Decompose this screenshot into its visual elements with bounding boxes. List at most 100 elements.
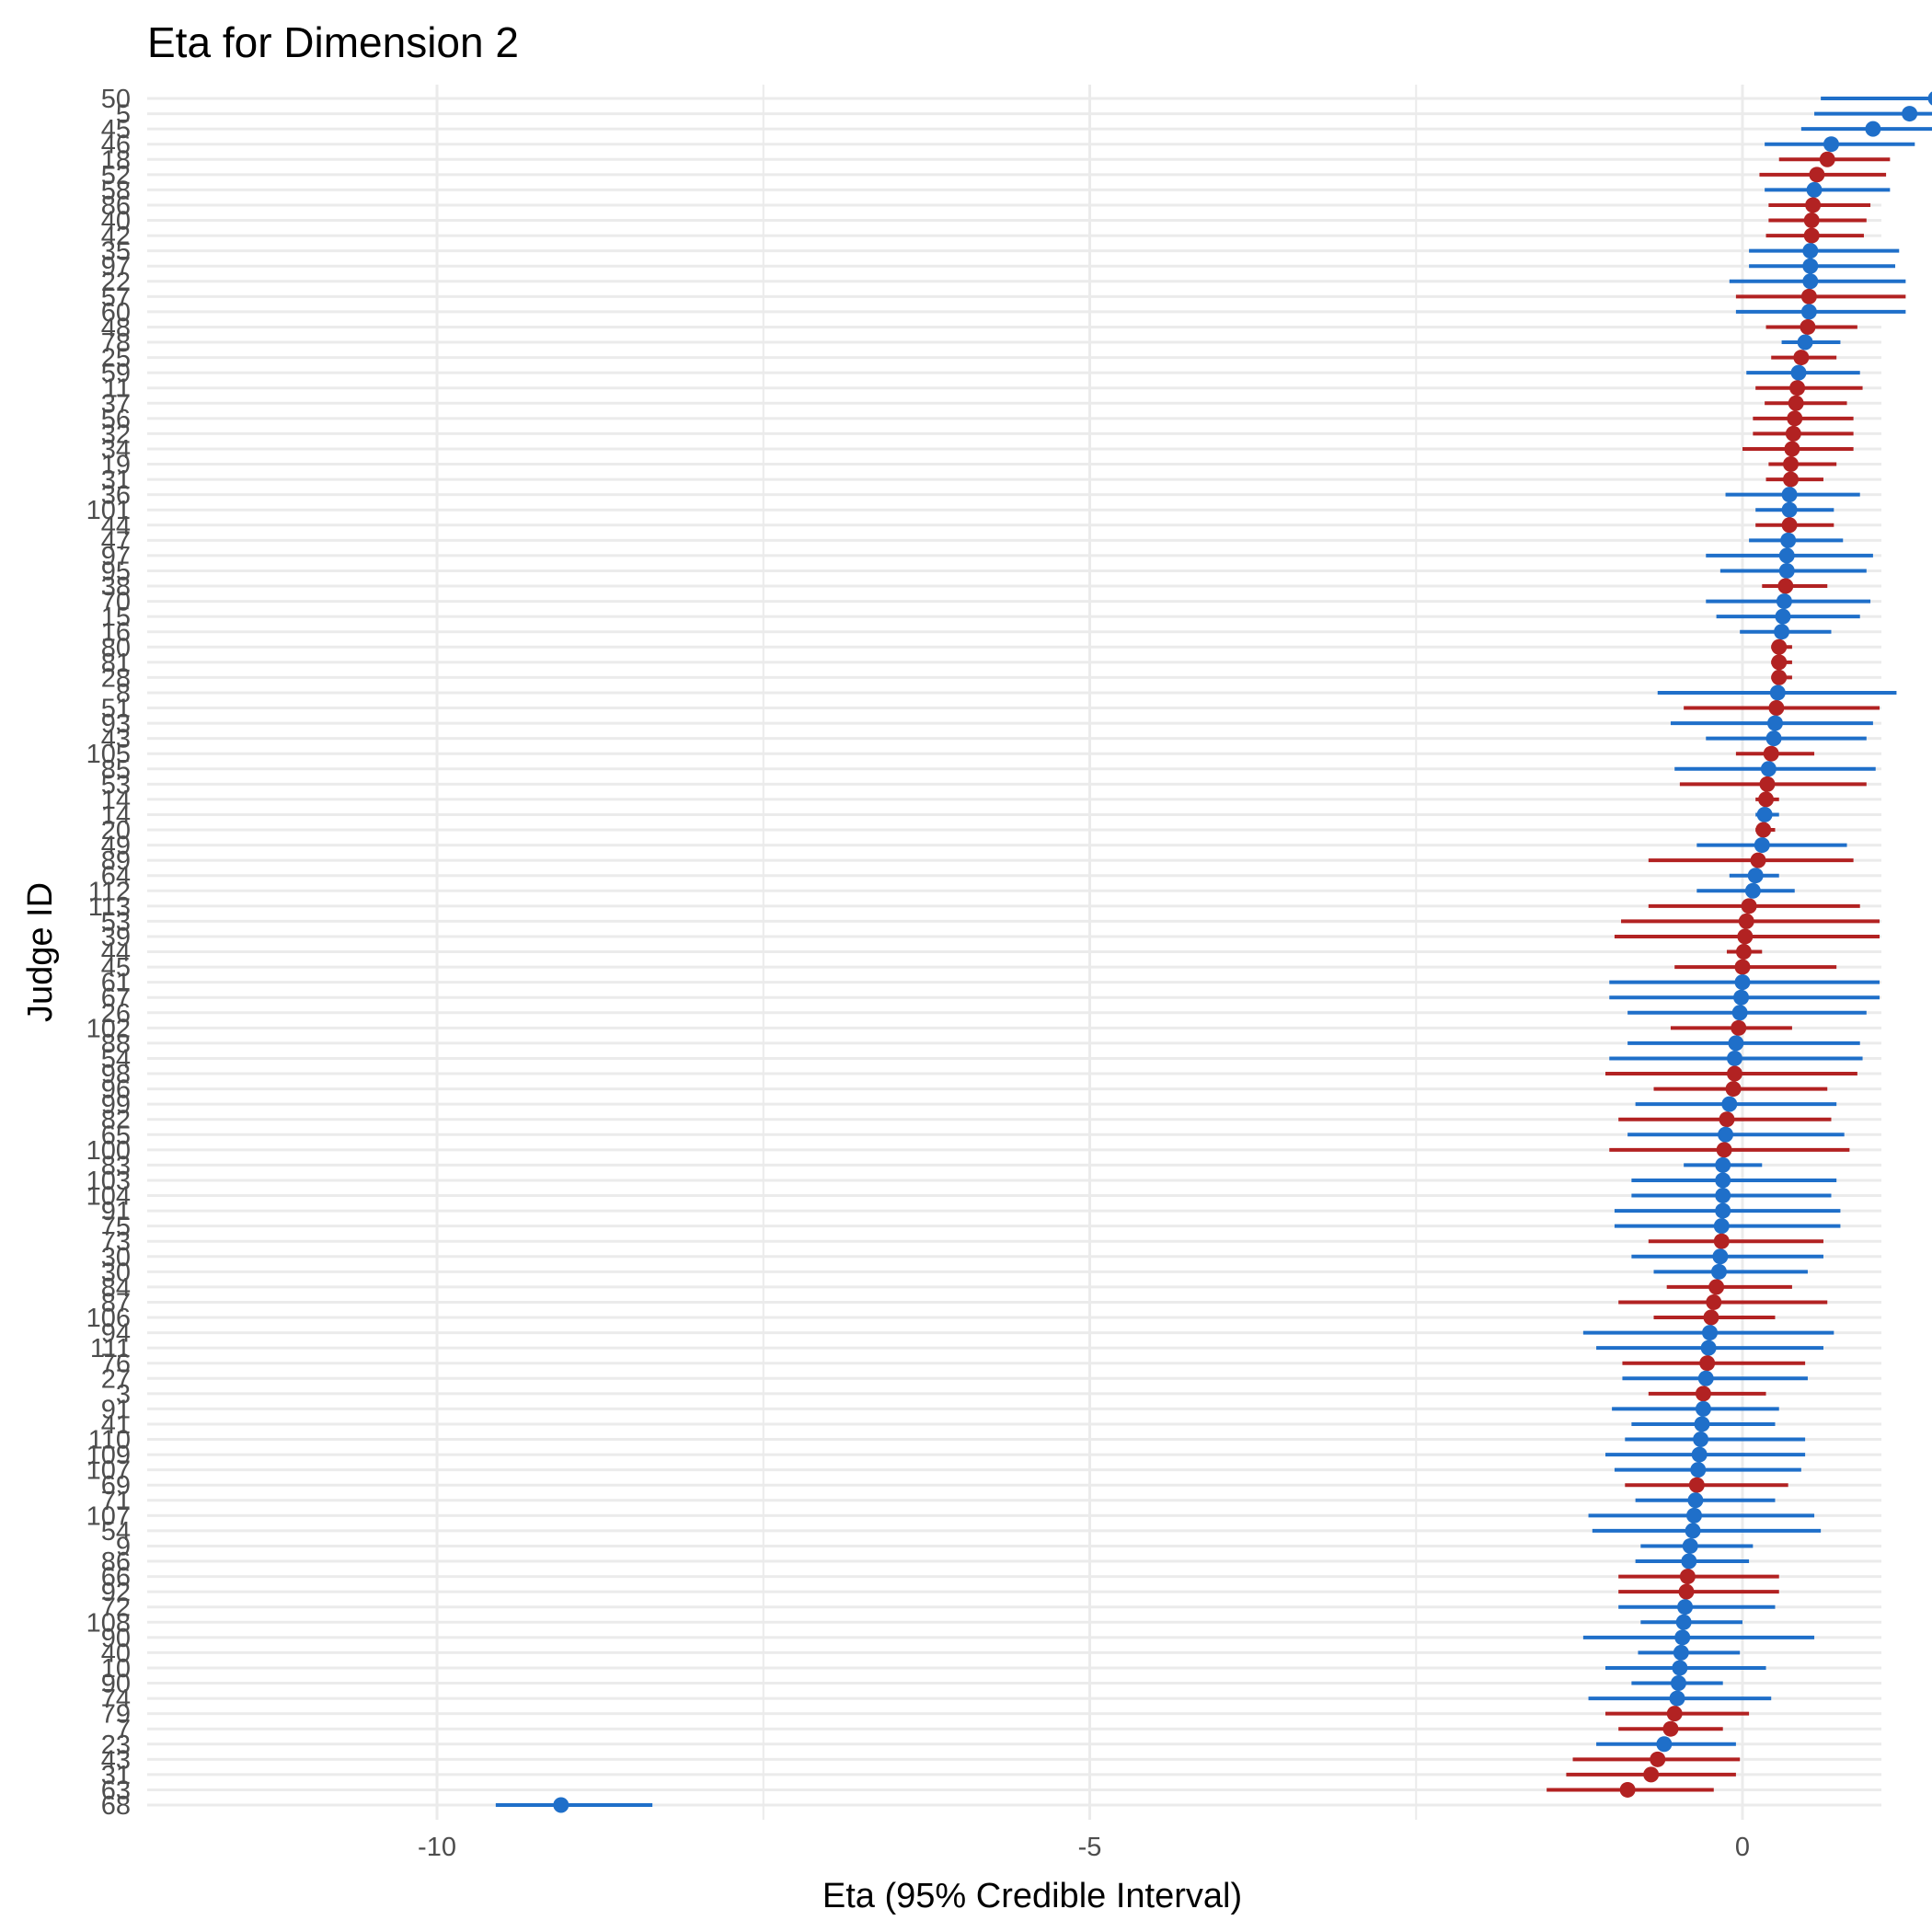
eta-point-104 <box>1715 1188 1731 1203</box>
eta-point-86b <box>1681 1553 1697 1570</box>
y-tick-label-112: 112 <box>88 877 131 906</box>
eta-point-53b <box>1738 913 1754 929</box>
eta-point-43 <box>1765 730 1782 747</box>
y-tick-label-111: 111 <box>90 1334 131 1363</box>
eta-point-30 <box>1712 1248 1729 1265</box>
eta-point-50 <box>1927 91 1932 106</box>
eta-point-54b <box>1685 1523 1701 1539</box>
eta-point-69 <box>1688 1477 1705 1493</box>
eta-point-56 <box>1787 410 1803 427</box>
y-tick-label-104: 104 <box>86 1182 131 1212</box>
eta-point-86 <box>1805 197 1822 213</box>
eta-point-25 <box>1793 350 1810 366</box>
eta-point-95 <box>1778 562 1795 579</box>
y-tick-label-75: 75 <box>101 1213 131 1242</box>
eta-point-48 <box>1800 318 1816 335</box>
eta-point-44b <box>1735 944 1752 960</box>
y-tick-label-8: 8 <box>116 679 131 708</box>
eta-point-15 <box>1775 608 1791 625</box>
eta-point-34 <box>1784 441 1800 457</box>
eta-point-111 <box>1700 1340 1717 1356</box>
y-tick-label-52: 52 <box>101 161 131 190</box>
eta-point-102 <box>1731 1019 1747 1036</box>
y-tick-label-36: 36 <box>101 481 131 511</box>
y-tick-label-53b: 53 <box>101 907 131 937</box>
eta-point-23 <box>1656 1736 1673 1753</box>
eta-point-107 <box>1690 1462 1707 1478</box>
eta-point-18 <box>1819 151 1835 167</box>
eta-point-79 <box>1666 1706 1683 1722</box>
y-tick-label-60: 60 <box>101 298 131 328</box>
eta-point-28 <box>1771 669 1788 685</box>
y-tick-label-42: 42 <box>101 222 131 251</box>
eta-point-49 <box>1754 837 1770 854</box>
eta-point-26 <box>1731 1005 1748 1021</box>
y-tick-label-103: 103 <box>86 1167 131 1196</box>
eta-point-38 <box>1777 578 1794 594</box>
eta-point-31b <box>1643 1766 1660 1783</box>
y-tick-labels: 5054546185258864042359722576048782559113… <box>86 85 131 1821</box>
x-tick-label: -10 <box>418 1833 456 1862</box>
y-tick-label-14: 14 <box>101 786 131 815</box>
y-tick-label-28: 28 <box>101 663 131 693</box>
eta-point-80 <box>1771 638 1788 655</box>
eta-point-90 <box>1674 1629 1691 1646</box>
y-tick-label-91: 91 <box>101 1197 131 1226</box>
eta-point-44 <box>1781 517 1798 534</box>
y-tick-label-49: 49 <box>101 832 131 861</box>
y-tick-label-98: 98 <box>101 1060 131 1089</box>
y-tick-label-31: 31 <box>101 466 131 495</box>
eta-point-74 <box>1669 1690 1685 1707</box>
y-tick-label-66: 66 <box>101 1563 131 1593</box>
eta-point-68 <box>553 1797 569 1813</box>
eta-point-99 <box>1721 1096 1738 1112</box>
eta-point-8 <box>1769 684 1786 701</box>
y-tick-label-89: 89 <box>101 846 131 876</box>
y-tick-label-27: 27 <box>101 1364 131 1394</box>
y-tick-label-109: 109 <box>86 1441 131 1470</box>
y-tick-label-7: 7 <box>116 1715 131 1744</box>
y-tick-label-15: 15 <box>101 603 131 632</box>
y-tick-label-9: 9 <box>116 1532 131 1561</box>
eta-point-54 <box>1726 1050 1742 1066</box>
eta-point-60 <box>1800 304 1817 320</box>
y-tick-label-53: 53 <box>101 770 131 799</box>
eta-point-91b <box>1695 1400 1711 1417</box>
eta-point-112 <box>1744 882 1761 899</box>
y-tick-label-91b: 91 <box>101 1395 131 1424</box>
eta-point-27 <box>1697 1370 1714 1386</box>
eta-point-30b <box>1710 1263 1727 1280</box>
y-tick-label-72: 72 <box>101 1593 131 1623</box>
y-tick-label-92: 92 <box>101 1578 131 1607</box>
eta-point-83 <box>1715 1156 1731 1173</box>
eta-point-7 <box>1662 1720 1679 1737</box>
eta-point-110 <box>1693 1432 1709 1447</box>
y-tick-label-96: 96 <box>101 1075 131 1105</box>
y-tick-label-86b: 86 <box>101 1547 131 1577</box>
eta-point-35 <box>1802 243 1819 259</box>
eta-point-100 <box>1716 1142 1732 1158</box>
eta-point-40 <box>1803 213 1820 228</box>
y-tick-label-76: 76 <box>101 1350 131 1379</box>
eta-point-22 <box>1802 273 1819 290</box>
y-tick-label-26: 26 <box>101 999 131 1029</box>
eta-point-63 <box>1619 1781 1636 1798</box>
y-tick-label-65: 65 <box>101 1121 131 1150</box>
eta-point-82 <box>1719 1111 1735 1128</box>
y-tick-label-93: 93 <box>101 709 131 739</box>
eta-point-37 <box>1788 395 1804 411</box>
y-tick-label-45: 45 <box>101 115 131 144</box>
eta-point-84 <box>1708 1279 1725 1295</box>
eta-point-16 <box>1774 624 1790 640</box>
eta-point-39 <box>1737 928 1754 945</box>
y-tick-label-43b: 43 <box>101 1745 131 1775</box>
y-tick-label-14b: 14 <box>101 800 131 830</box>
y-tick-label-101: 101 <box>86 496 131 525</box>
eta-point-3 <box>1695 1386 1711 1402</box>
y-tick-label-59: 59 <box>101 359 131 388</box>
y-tick-label-97: 97 <box>101 252 131 282</box>
eta-point-31 <box>1783 471 1800 488</box>
y-tick-label-61: 61 <box>101 969 131 998</box>
y-tick-label-19: 19 <box>101 451 131 480</box>
